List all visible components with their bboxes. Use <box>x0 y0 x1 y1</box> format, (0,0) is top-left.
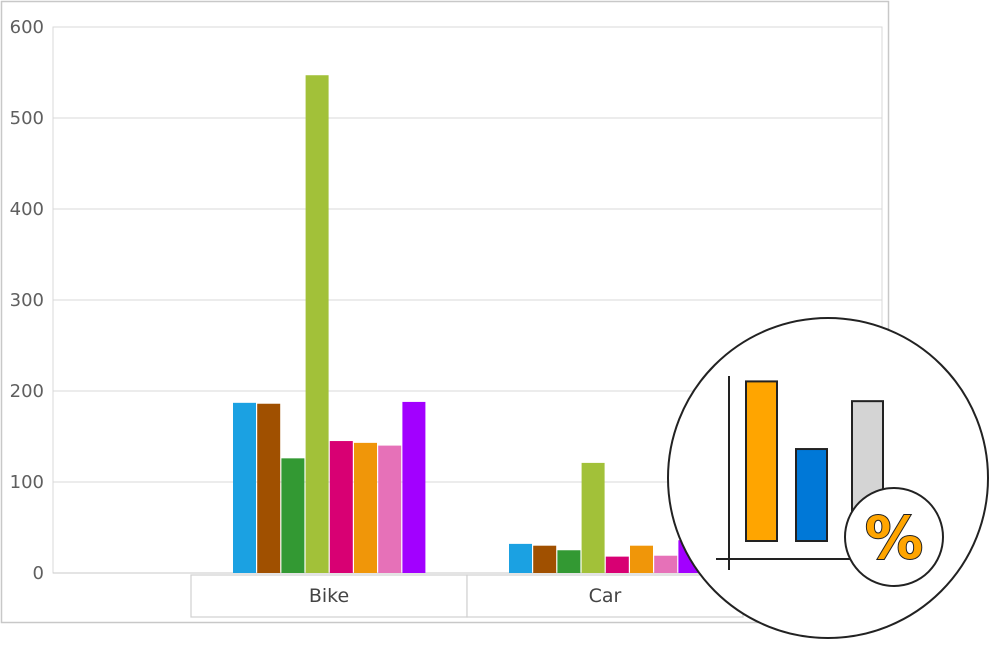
badge-bar <box>745 380 778 542</box>
y-tick-label: 0 <box>33 563 44 584</box>
bar <box>305 75 329 573</box>
bar <box>509 543 532 573</box>
bar <box>630 545 653 573</box>
badge-bar <box>795 448 828 543</box>
bar <box>354 442 377 573</box>
percent-bar-chart-icon: % <box>667 317 989 639</box>
bar <box>533 545 557 573</box>
percent-circle <box>844 487 944 587</box>
bar <box>605 556 629 573</box>
bar <box>281 458 305 573</box>
category-cell <box>466 574 744 618</box>
bar <box>402 401 426 573</box>
bars <box>233 75 702 573</box>
x-tick-label: Bike <box>309 585 349 607</box>
bar <box>654 555 678 573</box>
category-cell <box>190 574 468 618</box>
y-tick-label: 400 <box>10 199 44 220</box>
bar <box>581 462 605 573</box>
y-tick-label: 200 <box>10 381 44 402</box>
bar <box>233 402 256 573</box>
y-tick-label: 500 <box>10 108 44 129</box>
y-tick-label: 300 <box>10 290 44 311</box>
percent-symbol: % <box>865 504 923 572</box>
bar <box>257 403 281 573</box>
y-tick-label: 100 <box>10 472 44 493</box>
bar <box>557 550 581 573</box>
bar <box>378 445 402 573</box>
badge-bars <box>745 380 884 543</box>
y-axis-ticks: 0 100 200 300 400 500 600 <box>10 17 44 584</box>
category-axis: Bike Car <box>190 574 744 618</box>
bar <box>329 441 353 573</box>
x-tick-label: Car <box>589 585 622 607</box>
y-tick-label: 600 <box>10 17 44 38</box>
